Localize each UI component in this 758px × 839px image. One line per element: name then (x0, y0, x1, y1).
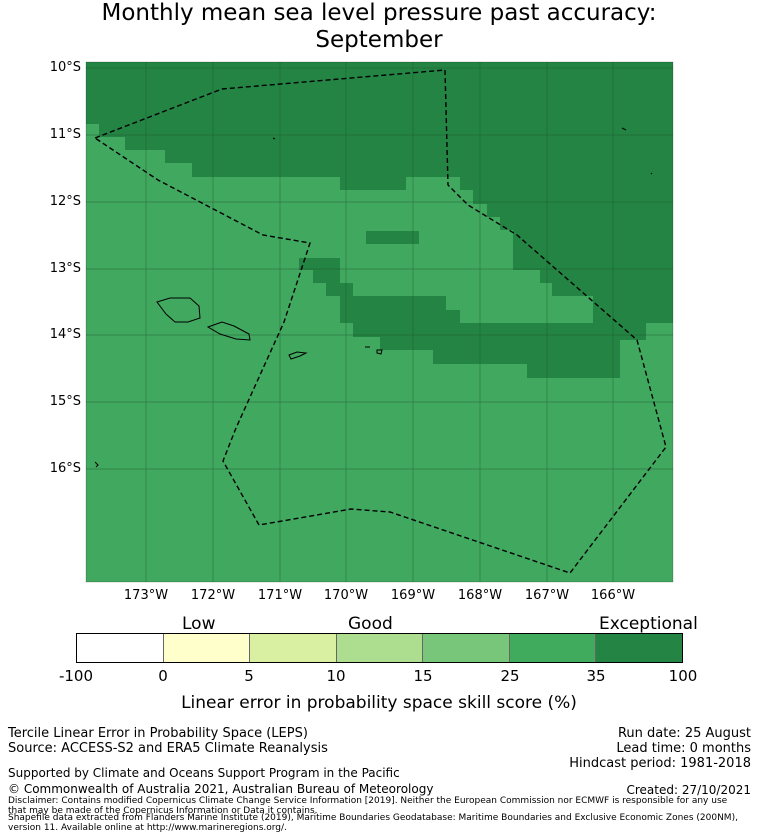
colorbar-tick: 35 (586, 667, 606, 685)
lon-label: 167°W (524, 588, 570, 603)
colorbar-category-low: Low (182, 614, 216, 634)
footer-support: Supported by Climate and Oceans Support … (8, 766, 400, 780)
chart-title-line1: Monthly mean sea level pressure past acc… (101, 0, 657, 26)
colorbar-segment (163, 634, 251, 662)
lon-label: 166°W (590, 588, 636, 603)
island-tutuila (288, 351, 308, 360)
lon-label: 170°W (323, 588, 369, 603)
colorbar-tick: 5 (244, 667, 254, 685)
eez-boundary (93, 69, 667, 574)
island-manua (365, 346, 383, 355)
colorbar-segment (336, 634, 424, 662)
footer-run-date: Run date: 25 August (617, 726, 751, 741)
colorbar (76, 633, 683, 663)
lat-label: 12°S (49, 194, 81, 209)
lon-label: 168°W (457, 588, 503, 603)
footer-shapefile-line1: Shapefile data extracted from Flanders M… (8, 813, 738, 823)
lat-label: 10°S (49, 60, 81, 75)
island-savaii (156, 297, 201, 323)
footer-disclaimer-line2: that may be made of the Copernicus Infor… (8, 806, 318, 816)
exceptional-region (86, 62, 673, 378)
islands (94, 127, 653, 468)
lat-label: 11°S (49, 127, 81, 142)
footer-created: Created: 27/10/2021 (626, 783, 751, 797)
gridlines (86, 62, 673, 582)
colorbar-label: Linear error in probability space skill … (181, 693, 577, 713)
map-frame (85, 61, 674, 583)
chart-title-line2: September (315, 27, 443, 53)
colorbar-segment (509, 634, 597, 662)
lat-label: 14°S (49, 327, 81, 342)
colorbar-tick: 25 (500, 667, 520, 685)
colorbar-tick: -100 (58, 667, 94, 685)
lat-label: 16°S (49, 461, 81, 476)
colorbar-segment (423, 634, 510, 662)
colorbar-tick: 10 (326, 667, 346, 685)
colorbar-category-good: Good (348, 614, 393, 634)
lon-label: 169°W (390, 588, 436, 603)
island-small-n (272, 137, 276, 140)
lon-label: 172°W (190, 588, 236, 603)
footer-shapefile-line2: version 11. Available online at http://w… (8, 823, 287, 833)
colorbar-tick: 15 (413, 667, 433, 685)
colorbar-segment (596, 634, 683, 662)
lat-label: 13°S (49, 261, 81, 276)
footer-disclaimer-line1: Disclaimer: Contains modified Copernicus… (8, 796, 728, 806)
lon-label: 173°W (123, 588, 169, 603)
colorbar-tick: 100 (668, 667, 698, 685)
island-upolu (206, 321, 251, 341)
island-small-w (94, 461, 99, 468)
lon-label: 171°W (257, 588, 303, 603)
colorbar-segment (77, 634, 164, 662)
footer-source: Source: ACCESS-S2 and ERA5 Climate Reana… (8, 741, 328, 756)
footer-hindcast-period: Hindcast period: 1981-2018 (569, 756, 751, 771)
island-small-ne (621, 127, 653, 175)
colorbar-segment (250, 634, 337, 662)
lat-label: 15°S (49, 394, 81, 409)
footer-lead-time: Lead time: 0 months (616, 741, 751, 756)
colorbar-tick: 0 (158, 667, 168, 685)
footer-copyright: © Commonwealth of Australia 2021, Austra… (8, 782, 434, 796)
footer-method: Tercile Linear Error in Probability Spac… (8, 726, 308, 741)
colorbar-category-exceptional: Exceptional (599, 614, 698, 634)
